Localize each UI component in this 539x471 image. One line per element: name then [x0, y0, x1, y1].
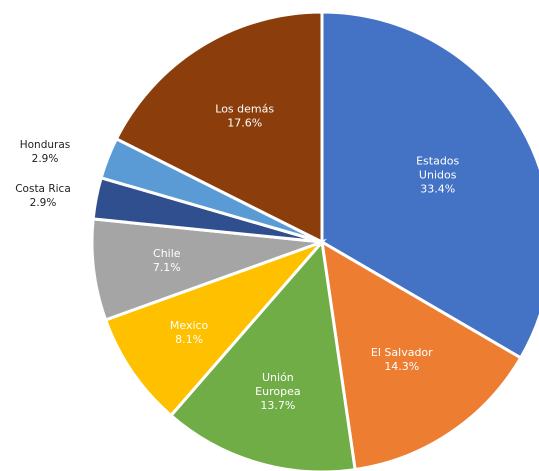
slice-el-salvador[interactable] [320, 239, 523, 471]
category-label-los-demas: Los demás [215, 103, 274, 116]
slice-chile[interactable] [90, 217, 323, 322]
category-label-union-europea: Unión [262, 371, 294, 384]
value-label-estados-unidos: 33.4% [420, 183, 455, 196]
value-label-honduras: 2.9% [32, 153, 59, 165]
value-label-costa-rica: 2.9% [30, 197, 57, 209]
category-label-estados-unidos: Estados [416, 155, 459, 168]
slice-los-demas[interactable] [114, 10, 324, 245]
value-label-mexico: 8.1% [175, 333, 203, 346]
category-label-mexico: Mexico [170, 319, 209, 332]
category-label-el-salvador: El Salvador [371, 346, 433, 359]
category-label-chile: Chile [153, 247, 181, 260]
label-honduras: Honduras 2.9% [20, 139, 71, 165]
value-label-el-salvador: 14.3% [384, 360, 419, 373]
label-costa-rica: Costa Rica 2.9% [15, 183, 71, 209]
category-label-union-europea: Europea [255, 385, 300, 398]
slice-estados-unidos[interactable] [320, 10, 539, 360]
value-label-los-demas: 17.6% [227, 117, 262, 130]
slice-mexico[interactable] [103, 238, 327, 418]
value-label-union-europea: 13.7% [260, 399, 295, 412]
category-label-estados-unidos: Unidos [419, 169, 457, 182]
value-label-chile: 7.1% [153, 261, 181, 274]
category-label-honduras: Honduras [20, 139, 71, 151]
pie-slices [90, 10, 539, 471]
category-label-costa-rica: Costa Rica [15, 183, 71, 195]
slice-union-europea[interactable] [168, 238, 357, 471]
